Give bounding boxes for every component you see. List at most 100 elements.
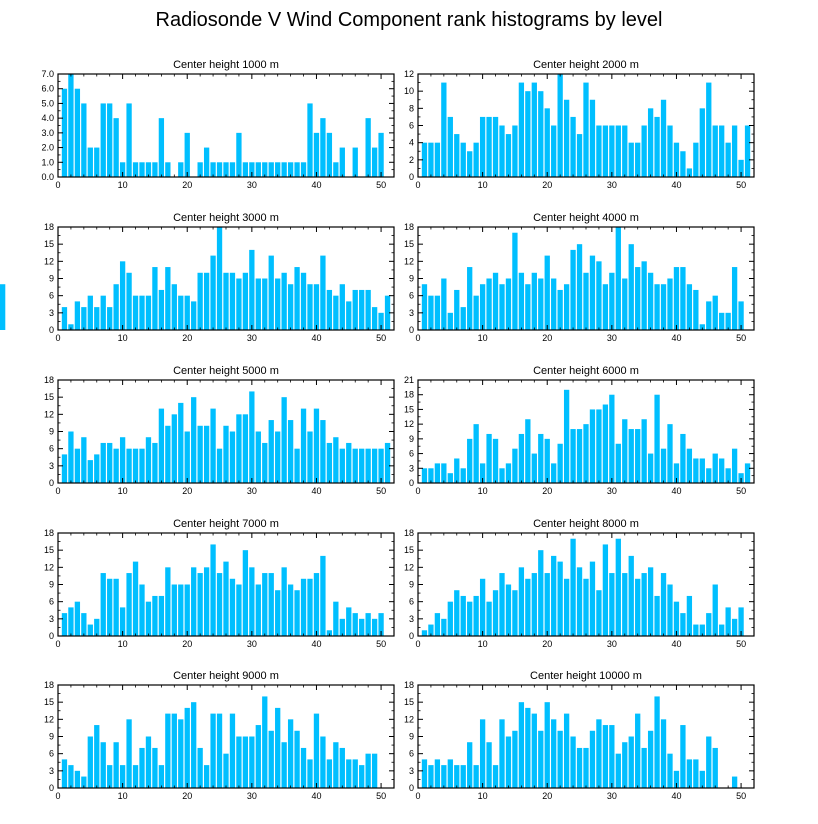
histogram-bar [68, 431, 74, 483]
histogram-bar [544, 573, 550, 636]
histogram-bar [557, 730, 563, 788]
histogram-bar [641, 747, 647, 788]
histogram-bar [287, 719, 294, 788]
y-tick-label: 18 [44, 528, 54, 538]
histogram-bar [178, 584, 184, 636]
histogram-bar [557, 443, 563, 483]
histogram-bar [706, 613, 712, 636]
histogram-bar [538, 91, 544, 177]
histogram-bar [275, 431, 281, 483]
x-tick-label: 40 [671, 791, 681, 801]
histogram-bar [428, 468, 434, 483]
histogram-panel-10: Center height 10000 m 0 10 20 30 40 50 0 3 6 9 12 15… [404, 670, 755, 801]
y-tick-label: 15 [404, 545, 414, 555]
y-tick-label: 15 [44, 697, 54, 707]
histogram-bar [158, 595, 165, 636]
histogram-bar [236, 584, 242, 636]
histogram-bar [602, 544, 609, 636]
figure-title: Radiosonde V Wind Component rank histogr… [155, 9, 663, 31]
histogram-bar [551, 125, 557, 177]
histogram-bar [602, 404, 609, 483]
histogram-bar [686, 759, 693, 788]
histogram-bar [171, 284, 177, 330]
histogram-bar [326, 289, 333, 330]
histogram-bar [365, 753, 371, 788]
histogram-panel-6: Center height 6000 m 0 10 20 30 40 50 0 3 6 9 12 15 1… [404, 365, 755, 496]
histogram-bar [479, 284, 486, 330]
histogram-bar [210, 162, 216, 177]
histogram-bar [467, 438, 473, 483]
histogram-bar [447, 116, 453, 177]
histogram-bar [287, 162, 294, 177]
histogram-bar [525, 91, 531, 177]
y-tick-label: 0 [409, 325, 414, 335]
histogram-bar [223, 425, 229, 483]
histogram-bar [635, 142, 641, 177]
histogram-bar [654, 284, 660, 330]
histogram-bar [609, 725, 615, 788]
histogram-bar [255, 584, 261, 636]
histogram-bar [81, 103, 87, 177]
y-tick-label: 12 [44, 409, 54, 419]
histogram-bar [602, 725, 609, 788]
histogram-bar [719, 312, 725, 330]
histogram-bar [421, 468, 428, 483]
histogram-bar [492, 590, 499, 636]
histogram-bar [596, 125, 602, 177]
histogram-bar [680, 725, 686, 788]
y-tick-label: 18 [44, 680, 54, 690]
histogram-bar [492, 765, 499, 788]
histogram-bar [570, 249, 576, 330]
histogram-bar [132, 448, 139, 483]
panel-title: Center height 5000 m [173, 365, 279, 377]
histogram-bar [300, 162, 307, 177]
histogram-bar [428, 624, 434, 636]
histogram-bar [203, 425, 210, 483]
x-tick-label: 10 [478, 639, 488, 649]
histogram-bar [693, 624, 699, 636]
histogram-bar [0, 284, 6, 330]
histogram-bar [275, 278, 281, 330]
x-tick-label: 20 [542, 333, 552, 343]
histogram-bar [307, 759, 313, 788]
histogram-bar [434, 295, 441, 330]
histogram-bar [242, 414, 249, 483]
histogram-bar [87, 736, 93, 788]
y-tick-label: 10 [404, 86, 414, 96]
histogram-bar [307, 431, 313, 483]
histogram-bar [307, 578, 313, 636]
histogram-bar [94, 725, 100, 788]
x-tick-label: 50 [736, 180, 746, 190]
histogram-bar [512, 448, 518, 483]
y-tick-label: 6 [49, 597, 54, 607]
histogram-bar [499, 284, 505, 330]
histogram-bar [262, 696, 268, 788]
histogram-bar [262, 442, 268, 483]
histogram-bar [359, 289, 365, 330]
histogram-bar [441, 463, 447, 483]
histogram-bar [525, 284, 531, 330]
histogram-bar [628, 142, 634, 177]
histogram-bar [139, 584, 145, 636]
histogram-bar [74, 448, 81, 483]
histogram-bar [74, 88, 81, 177]
histogram-bar [216, 227, 223, 330]
x-tick-label: 0 [55, 180, 60, 190]
x-tick-label: 40 [671, 180, 681, 190]
histogram-bar [654, 394, 660, 483]
histogram-bar [486, 742, 492, 788]
histogram-bar [615, 443, 621, 483]
histogram-bar [570, 736, 576, 788]
histogram-bar [223, 561, 229, 636]
histogram-bar [100, 442, 106, 483]
histogram-bar [320, 555, 326, 636]
histogram-bar [281, 567, 287, 636]
histogram-bar [87, 295, 93, 330]
histogram-bar [197, 272, 203, 330]
histogram-bar [352, 759, 358, 788]
histogram-bar [100, 103, 106, 177]
x-tick-label: 10 [478, 486, 488, 496]
histogram-bar [699, 624, 705, 636]
histogram-bar [191, 702, 197, 788]
histogram-bar [725, 607, 731, 636]
